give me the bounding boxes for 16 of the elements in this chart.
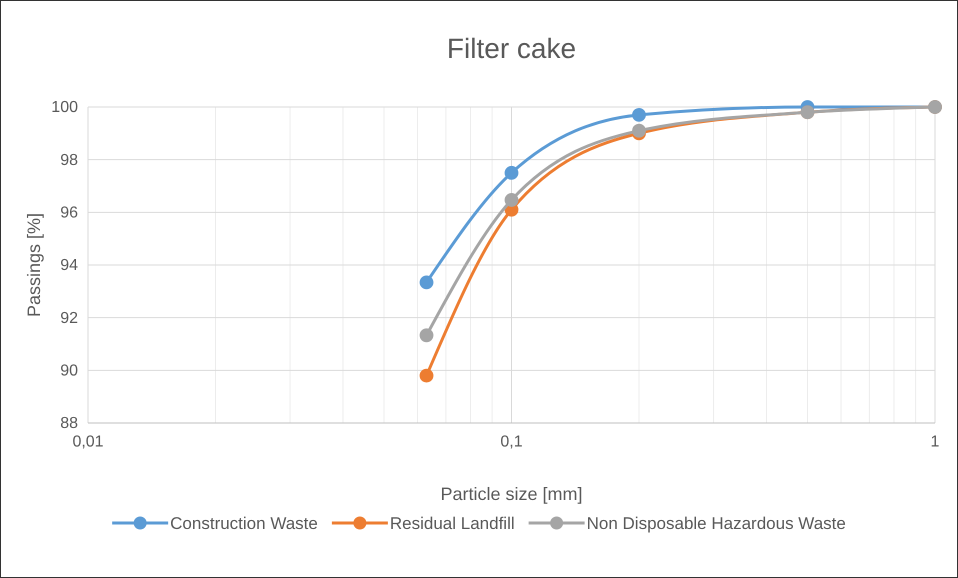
legend-label: Construction Waste [170, 514, 318, 533]
y-tick-label: 92 [60, 310, 78, 327]
y-tick-label: 88 [60, 415, 78, 432]
legend-label: Non Disposable Hazardous Waste [586, 514, 846, 533]
x-tick-label: 0,1 [500, 433, 523, 450]
x-axis-title: Particle size [mm] [440, 484, 583, 504]
x-tick-label: 1 [930, 433, 940, 450]
chart-title: Filter cake [446, 33, 576, 64]
y-tick-label: 94 [60, 257, 78, 274]
y-tick-label: 98 [60, 152, 78, 169]
y-axis-title: Passings [%] [24, 212, 44, 318]
y-tick-label: 90 [60, 362, 78, 380]
y-tick-label: 96 [60, 204, 78, 222]
x-tick-label: 0,01 [72, 433, 104, 450]
legend-label: Residual Landfill [390, 514, 515, 533]
y-tick-label: 100 [51, 99, 78, 116]
